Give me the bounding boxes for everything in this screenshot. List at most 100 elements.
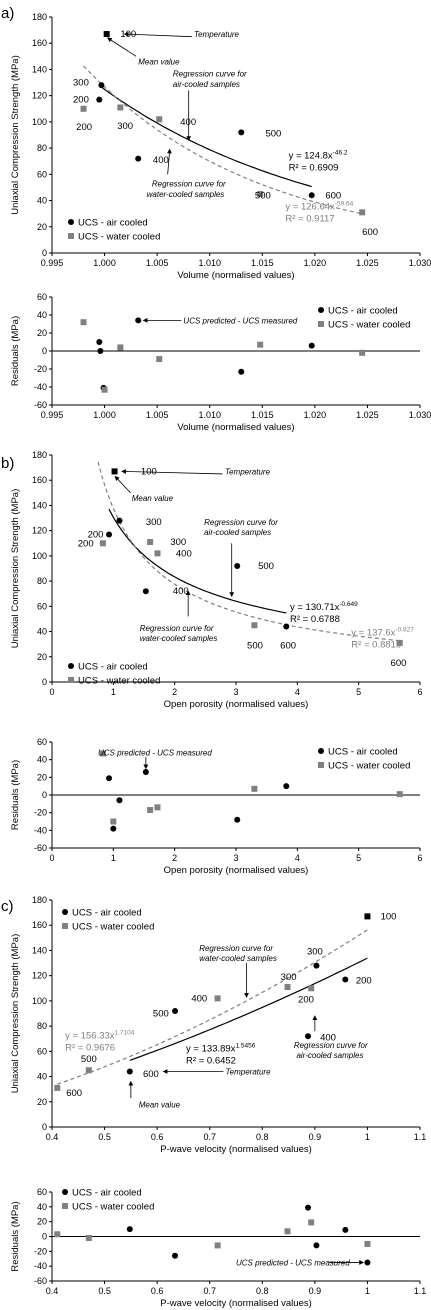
annotation-arrow [107,37,137,57]
mean-value-point [364,913,371,920]
legend-marker-water [62,1203,68,1209]
y-tick-label: 40 [37,1072,47,1082]
y-axis-title: Uniaxial Compression Strength (MPa) [10,489,21,648]
y-tick-label: 180 [32,450,47,460]
data-point-water [284,984,291,991]
y-tick-label: -20 [34,1246,47,1256]
data-point-water [147,807,154,814]
data-point-air [126,1226,133,1233]
y-tick-label: 80 [37,1021,47,1031]
annotation-text: Regression curve for [173,69,247,78]
legend-label: UCS - water cooled [328,320,410,331]
regression-equation: y = 137.6x-0.827 [351,626,414,638]
chart-c-res: -60 -40 -20 0 20 40 60 0.4 0.5 0.6 0.7 0.8 0.9 1 1.1 P-… [10,1187,426,1309]
data-point-water [101,386,108,393]
annotation-text: Temperature [225,467,271,476]
data-point-air [305,1033,312,1040]
y-tick-label: 60 [37,1046,47,1056]
annotation-text: Temperature [225,1068,271,1077]
regression-equation: y = 126.64x-59.64 [285,201,353,213]
temperature-label: 200 [88,529,104,540]
data-point-air [308,192,315,199]
temperature-label: 500 [247,640,263,651]
x-tick-label: 6 [417,853,422,863]
data-point-water [308,985,315,992]
x-tick-label: 0 [49,853,54,863]
temperature-label: 200 [78,538,94,549]
temperature-label: 400 [176,548,192,559]
temperature-label: 300 [170,537,186,548]
legend-marker-air [318,748,324,754]
data-point-air [116,797,123,804]
annotation-text: Temperature [194,30,240,39]
x-tick-label: 1.005 [146,258,169,268]
data-point-air [96,96,103,103]
legend-label: UCS - air cooled [78,662,148,673]
data-point-water [80,105,87,112]
y-tick-label: 140 [32,945,47,955]
legend-label: UCS - water cooled [78,676,160,687]
data-point-water [251,785,258,792]
y-tick-label: 0 [42,1122,47,1132]
annotation-arrow [167,148,172,175]
data-point-water [257,341,264,348]
data-point-water [80,319,87,326]
data-point-air [172,1007,179,1014]
equation-base: y = 126.64x [285,202,335,213]
x-tick-label: 0.5 [98,1132,111,1142]
x-tick-label: 1 [365,1132,370,1142]
regression-curve-water [97,461,400,642]
y-tick-label: -40 [34,1261,47,1271]
equation-exponent: 1.7104 [115,1030,135,1037]
x-tick-label: 1.1 [414,1286,427,1296]
x-axis-title: Open porosity (normalised values) [164,699,309,710]
data-point-air [98,82,105,89]
x-tick-label: 0.9 [309,1132,322,1142]
r-squared: R² = 0.6452 [186,1055,236,1066]
data-point-air [342,976,349,983]
data-point-air [142,769,149,776]
temperature-label: 300 [117,121,133,132]
y-tick-label: -60 [34,843,47,853]
temperature-label: 500 [153,1009,169,1020]
data-point-air [238,368,245,375]
temperature-label: 600 [391,658,407,669]
legend-marker-air [68,663,74,669]
data-point-air [110,825,117,832]
equation-exponent: -0.827 [395,626,414,633]
y-axis-title: Residuals (MPa) [10,1201,21,1271]
data-point-water [99,540,106,547]
y-tick-label: 160 [32,920,47,930]
equation-exponent: -46.2 [333,150,348,157]
x-tick-label: 4 [295,687,300,697]
legend-marker-air [62,1189,68,1195]
y-tick-label: 0 [42,790,47,800]
y-axis-title: Residuals (MPa) [10,760,21,830]
annotation-text: air-cooled samples [296,1051,363,1060]
legend-marker-water [318,321,324,327]
x-tick-label: 0.9 [309,1286,322,1296]
data-point-water [364,1240,371,1247]
legend-label: UCS - air cooled [72,908,142,919]
x-tick-label: 1 [111,853,116,863]
data-point-water [117,344,124,351]
data-point-water [156,356,163,363]
panel-label: a) [1,5,14,22]
x-tick-label: 1.025 [356,410,379,420]
y-tick-label: 120 [32,526,47,536]
temperature-label: 200 [298,995,314,1006]
y-tick-label: 20 [37,1217,47,1227]
y-tick-label: 0 [42,248,47,258]
r-squared: R² = 0.8815 [351,639,401,650]
x-tick-label: 2 [172,853,177,863]
y-tick-label: -20 [34,364,47,374]
annotation-text: Mean value [132,494,174,503]
data-point-air [313,962,320,969]
y-tick-label: 120 [32,91,47,101]
y-tick-label: 160 [32,475,47,485]
annotation-text: water-cooled samples [140,634,218,643]
temperature-label: 500 [258,561,274,572]
data-point-air [135,155,142,162]
temperature-label: 400 [173,586,189,597]
temperature-label: 400 [153,155,169,166]
